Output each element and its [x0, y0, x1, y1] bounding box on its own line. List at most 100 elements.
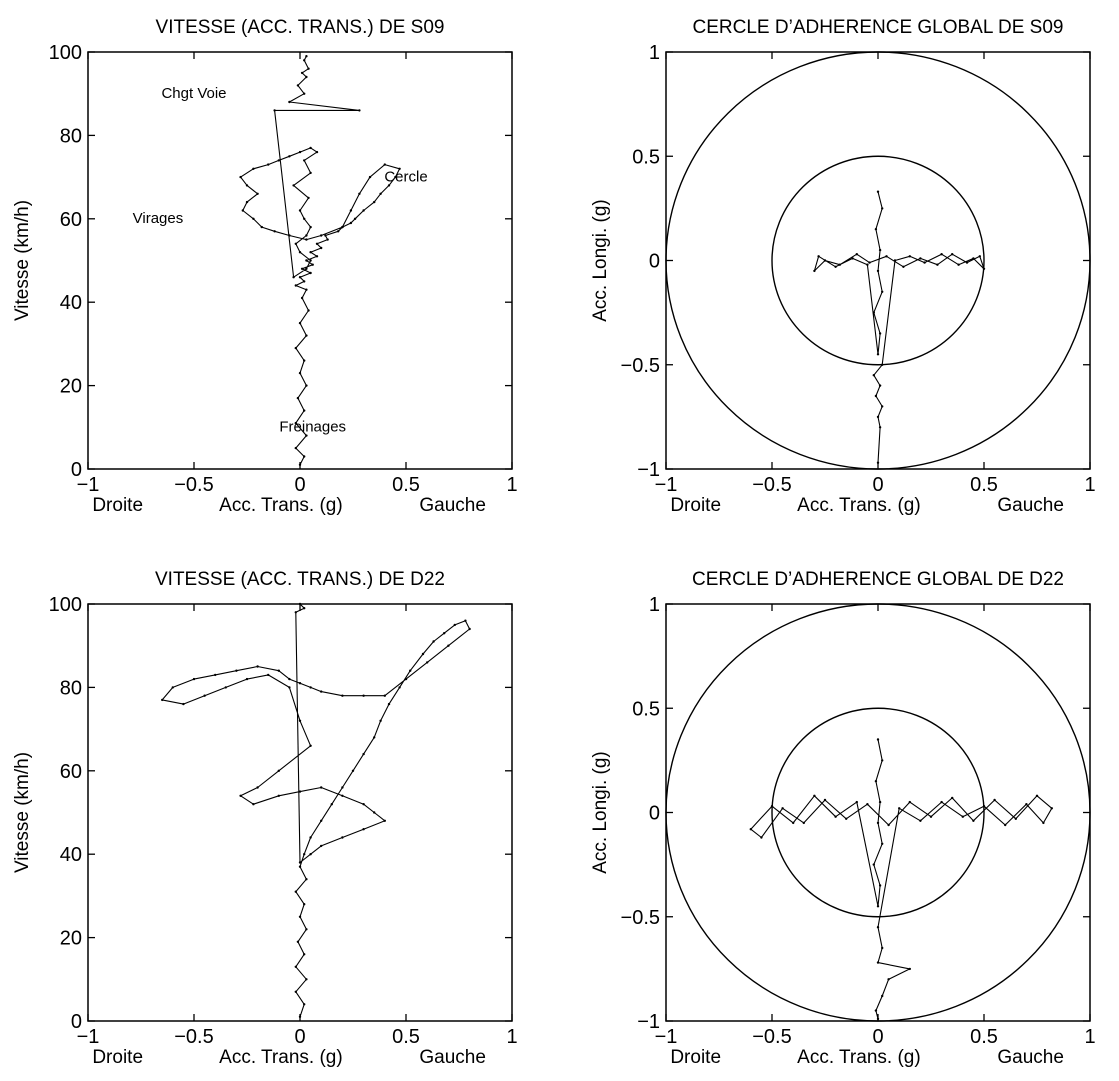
data-point — [305, 928, 308, 931]
x-tick-label: −0.5 — [174, 1026, 213, 1048]
data-point — [394, 175, 397, 179]
data-point — [878, 800, 882, 804]
data-point — [277, 769, 280, 772]
reference-circle — [771, 155, 985, 366]
plot-frame — [87, 603, 513, 1022]
y-tick-label: 60 — [60, 209, 82, 231]
data-point — [307, 309, 310, 312]
plot-frame — [665, 51, 1091, 470]
data-point — [298, 321, 302, 325]
data-point — [373, 736, 376, 739]
data-point — [307, 196, 310, 200]
y-tick-label: −0.5 — [621, 355, 660, 377]
series-line — [240, 55, 401, 466]
data-point — [368, 175, 372, 179]
data-point — [874, 394, 878, 398]
data-point — [845, 817, 848, 820]
data-point — [874, 780, 878, 783]
annotation-label: Virages — [133, 210, 184, 227]
data-point — [1042, 821, 1045, 825]
x-tick-label: 1 — [506, 474, 517, 496]
x-direction-right-label: Gauche — [419, 495, 486, 516]
chart-title: VITESSE (ACC. TRANS.) DE S09 — [156, 17, 445, 38]
y-tick-label: 1 — [649, 42, 660, 64]
data-point — [252, 217, 255, 220]
y-tick-label: 40 — [60, 292, 82, 314]
data-point — [203, 694, 206, 697]
y-axis-label: Vitesse (km/h) — [12, 200, 33, 321]
data-point — [936, 263, 939, 266]
data-point — [288, 155, 291, 158]
x-direction-left-label: Droite — [92, 495, 143, 516]
x-tick-label: 1 — [506, 1026, 517, 1048]
reference-circle — [771, 707, 985, 918]
data-point — [993, 798, 996, 802]
data-point — [303, 903, 306, 906]
data-point — [823, 259, 827, 262]
data-point — [878, 426, 882, 429]
y-tick-label: 80 — [60, 677, 82, 699]
data-point — [305, 288, 308, 291]
y-tick-label: 0.5 — [632, 698, 660, 720]
x-axis-label: Acc. Trans. (g) — [219, 495, 343, 516]
data-point — [383, 163, 386, 166]
data-point — [878, 332, 882, 335]
data-point — [224, 686, 227, 689]
data-point — [878, 248, 882, 252]
data-point — [358, 192, 361, 195]
data-point — [241, 209, 244, 212]
data-point — [320, 246, 323, 250]
data-point — [298, 209, 302, 212]
data-point — [362, 752, 365, 756]
y-tick-label: 20 — [60, 376, 82, 398]
data-point — [823, 798, 827, 802]
data-point — [876, 821, 880, 825]
data-point — [872, 311, 875, 314]
y-tick-label: −0.5 — [621, 907, 660, 929]
data-point — [298, 915, 302, 918]
data-point — [292, 184, 295, 187]
data-point — [320, 844, 323, 848]
y-tick-label: 60 — [60, 761, 82, 783]
x-tick-label: −0.5 — [174, 474, 213, 496]
x-tick-label: −0.5 — [752, 474, 791, 496]
data-point — [1050, 807, 1054, 810]
data-point — [296, 940, 300, 943]
data-point — [881, 405, 884, 408]
data-point — [781, 807, 784, 810]
data-point — [294, 284, 297, 287]
data-point — [239, 175, 242, 179]
data-point — [961, 815, 964, 818]
data-point — [303, 359, 306, 362]
data-point — [298, 150, 302, 154]
chart-title: VITESSE (ACC. TRANS.) DE D22 — [155, 569, 445, 590]
y-axis-label: Vitesse (km/h) — [12, 752, 33, 873]
data-point — [379, 192, 382, 195]
data-point — [294, 446, 297, 450]
x-tick-label: 0 — [294, 474, 305, 496]
data-point — [1014, 817, 1017, 820]
data-point — [214, 673, 217, 677]
data-point — [311, 263, 314, 266]
data-point — [294, 965, 297, 968]
x-tick-label: 1 — [1084, 474, 1095, 496]
data-point — [309, 686, 312, 689]
data-point — [298, 371, 302, 375]
annotation-label: Cercle — [384, 168, 427, 185]
data-point — [813, 794, 816, 797]
data-point — [432, 640, 435, 643]
data-point — [303, 280, 306, 283]
data-point — [876, 961, 880, 964]
data-point — [305, 75, 308, 79]
data-point — [235, 669, 238, 672]
data-point — [876, 738, 880, 741]
x-direction-left-label: Droite — [670, 495, 721, 516]
data-point — [337, 230, 340, 233]
data-point — [303, 953, 306, 956]
data-point — [868, 261, 871, 264]
x-tick-label: 0.5 — [970, 474, 998, 496]
y-tick-label: 0 — [71, 1011, 82, 1033]
y-tick-label: 0 — [649, 803, 660, 825]
data-point — [383, 694, 386, 697]
